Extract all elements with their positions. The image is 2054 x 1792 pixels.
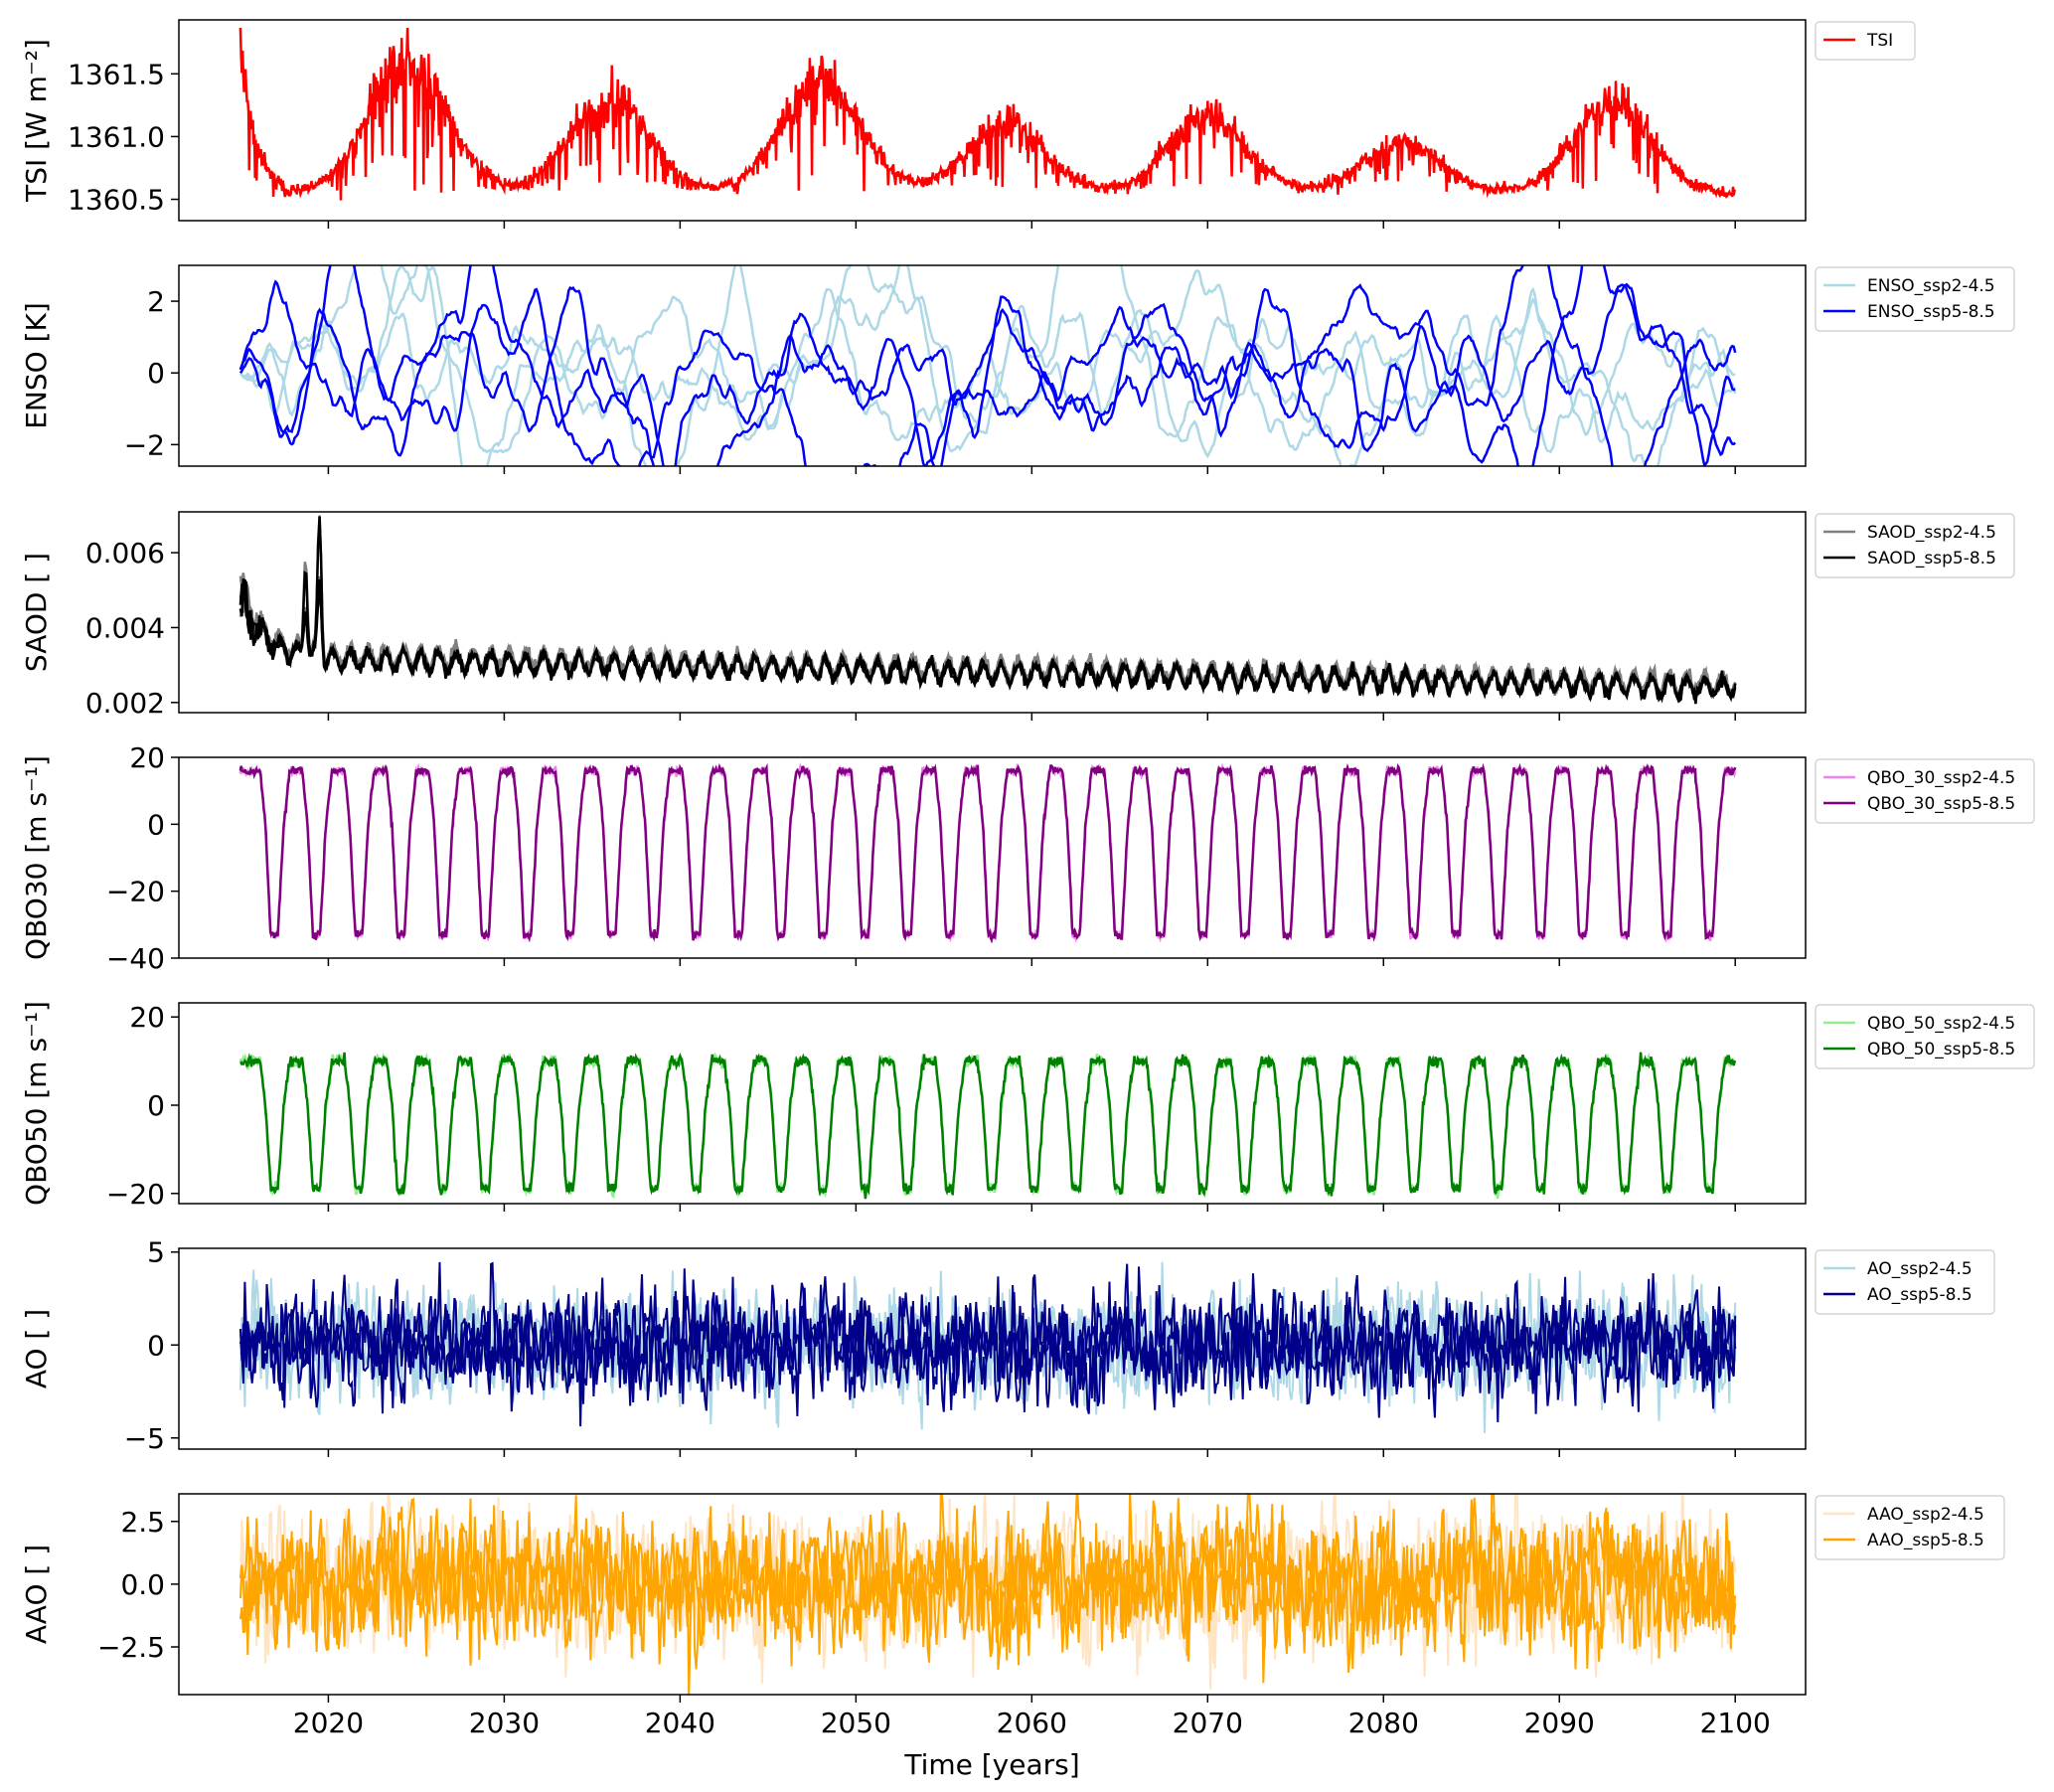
y-tick-label: 2 [147, 285, 165, 318]
legend-label: SAOD_ssp2-4.5 [1867, 523, 1996, 543]
panel-aao: −2.5 0.0 2.5 2020 2030 2040 2050 2060 2070 2080 20… [20, 1493, 2005, 1739]
y-tick-label: −2 [124, 428, 165, 461]
legend-box [1815, 513, 2015, 578]
plot-frame [178, 1493, 1807, 1696]
y-tick-label: −40 [106, 942, 165, 975]
y-tick-label: −20 [106, 1178, 165, 1211]
y-tick-label: 2.5 [120, 1506, 165, 1539]
y-tick-label: 0.006 [85, 537, 165, 570]
y-tick-label: 20 [129, 741, 165, 774]
legend-label: QBO_50_ssp5-8.5 [1867, 1040, 2015, 1059]
panel-saod: 0.002 0.004 0.006 SAOD [ ] SAOD_ssp2-4.5 SAOD… [20, 511, 2015, 721]
legend-box [1815, 21, 1916, 61]
series-line-ENSO_ssp5-8.5 [238, 279, 1737, 466]
series-line-TSI [238, 27, 1737, 201]
series-line-ENSO_ssp2-4.5 [239, 265, 1737, 466]
plot-frame [178, 264, 1807, 467]
plot-frame [178, 511, 1807, 714]
y-tick-label: 0 [147, 1089, 165, 1122]
legend-box [1815, 1004, 2035, 1069]
series-line-SAOD_ssp5-8.5 [238, 578, 1737, 704]
y-axis-label: QBO30 [m s⁻¹] [20, 755, 53, 960]
y-axis-label: QBO50 [m s⁻¹] [20, 1001, 53, 1206]
series-line-AAO_ssp5-8.5 [238, 1494, 1737, 1666]
panel-enso: −2 0 2 ENSO [K] ENSO_ssp2-4.5 ENSO_ssp5-8.5 [20, 264, 2015, 474]
x-tick-label: 2070 [1173, 1707, 1243, 1739]
legend-label: QBO_50_ssp2-4.5 [1867, 1014, 2015, 1034]
y-tick-label: 1361.0 [68, 120, 165, 153]
plot-frame [178, 19, 1807, 222]
y-axis-label: TSI [W m⁻²] [20, 39, 53, 203]
y-tick-label: 1361.5 [68, 58, 165, 90]
y-tick-label: 0 [147, 808, 165, 841]
x-tick-label: 2100 [1700, 1707, 1771, 1739]
legend-label: TSI [1866, 31, 1893, 51]
series-line-SAOD_ssp2-4.5 [238, 580, 1737, 700]
legend-label: ENSO_ssp2-4.5 [1867, 276, 1995, 296]
y-axis-label: SAOD [ ] [20, 553, 53, 672]
y-tick-label: 0.0 [120, 1568, 165, 1601]
legend-label: AO_ssp2-4.5 [1867, 1259, 1973, 1279]
legend-box [1815, 1249, 1995, 1315]
y-tick-label: −5 [124, 1422, 165, 1455]
y-tick-label: 0 [147, 357, 165, 390]
panel-tsi: 1360.5 1361.0 1361.5 TSI [W m⁻²] TSI [20, 19, 1916, 229]
x-tick-label: 2040 [645, 1707, 715, 1739]
legend-label: AO_ssp5-8.5 [1867, 1285, 1973, 1305]
y-tick-label: 0 [147, 1329, 165, 1362]
series-line-QBO_30_ssp5-8.5 [238, 762, 1737, 944]
panel-qbo50: −20 0 20 QBO50 [m s⁻¹] QBO_50_ssp2-4.5 QBO_50… [20, 1001, 2035, 1212]
legend-label: AAO_ssp2-4.5 [1867, 1505, 1984, 1525]
series-line-ENSO_ssp5-8.5 [238, 265, 1737, 466]
y-tick-label: −2.5 [97, 1631, 165, 1664]
y-tick-label: 5 [147, 1236, 165, 1269]
x-tick-label: 2030 [469, 1707, 540, 1739]
legend-label: QBO_30_ssp2-4.5 [1867, 768, 2015, 788]
plot-frame [178, 756, 1807, 959]
y-tick-label: 0.004 [85, 611, 165, 644]
legend-box [1815, 758, 2035, 824]
panel-ao: −5 0 5 AO [ ] AO_ssp2-4.5 AO_ssp5-8.5 [20, 1236, 1995, 1457]
y-tick-label: 1360.5 [68, 184, 165, 217]
legend-box [1815, 266, 2015, 332]
y-tick-label: 0.002 [85, 687, 165, 720]
series-line-QBO_50_ssp5-8.5 [239, 1052, 1737, 1200]
series-line-ENSO_ssp2-4.5 [239, 265, 1736, 454]
legend-label: ENSO_ssp5-8.5 [1867, 302, 1995, 322]
panel-qbo30: −40 −20 0 20 QBO30 [m s⁻¹] QBO_30_ssp2-4.5 QBO… [20, 741, 2035, 975]
legend-label: AAO_ssp5-8.5 [1867, 1531, 1984, 1550]
legend-box [1815, 1495, 2005, 1560]
y-tick-label: −20 [106, 876, 165, 908]
y-axis-label: AAO [ ] [20, 1545, 53, 1644]
legend-label: QBO_30_ssp5-8.5 [1867, 794, 2015, 814]
x-tick-label: 2050 [821, 1707, 891, 1739]
y-tick-label: 20 [129, 1001, 165, 1034]
y-axis-label: ENSO [K] [20, 302, 53, 429]
series-line-SAOD_ssp5-8.5 [238, 577, 1737, 705]
x-axis-label: Time [years] [903, 1748, 1079, 1781]
x-tick-label: 2020 [293, 1707, 364, 1739]
y-axis-label: AO [ ] [20, 1309, 53, 1388]
plot-frame [178, 1247, 1807, 1450]
series-line-AO_ssp5-8.5 [238, 1261, 1737, 1418]
x-tick-label: 2090 [1524, 1707, 1595, 1739]
series-line-ENSO_ssp2-4.5 [239, 265, 1737, 466]
plot-frame [178, 1002, 1807, 1205]
legend-label: SAOD_ssp5-8.5 [1867, 549, 1996, 569]
series-line-ENSO_ssp5-8.5 [238, 265, 1736, 466]
x-tick-label: 2080 [1348, 1707, 1419, 1739]
x-tick-label: 2060 [997, 1707, 1067, 1739]
